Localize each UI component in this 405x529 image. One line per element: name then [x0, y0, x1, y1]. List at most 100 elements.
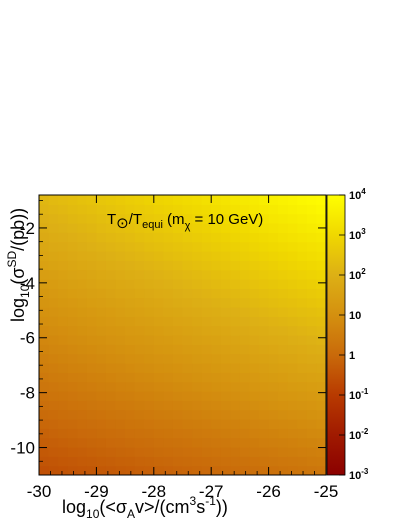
heatmap-cell: [259, 232, 270, 243]
heatmap-cell: [144, 409, 155, 420]
heatmap-cell: [105, 251, 117, 261]
heatmap-cell: [39, 363, 50, 373]
y-axis-title: log10(σSD/(pb)): [5, 208, 32, 322]
heatmap-cell: [105, 344, 117, 355]
heatmap-cell: [134, 223, 145, 233]
heatmap-cell: [259, 400, 270, 411]
heatmap-cell: [192, 391, 203, 401]
heatmap-cell: [182, 195, 193, 205]
heatmap-cell: [230, 316, 241, 327]
heatmap-cell: [297, 269, 308, 280]
heatmap-cell: [77, 307, 88, 317]
heatmap-cell: [287, 223, 298, 233]
heatmap-cell: [39, 419, 50, 429]
heatmap-cell: [105, 335, 117, 345]
heatmap-cell: [77, 213, 88, 224]
heatmap-cell: [153, 335, 164, 345]
heatmap-cell: [192, 456, 203, 467]
heatmap-cell: [39, 428, 50, 439]
heatmap-cell: [105, 279, 117, 289]
heatmap-cell: [153, 307, 164, 317]
heatmap-cell: [259, 465, 270, 475]
heatmap-cell: [239, 251, 251, 261]
heatmap-cell: [144, 297, 155, 308]
heatmap-cell: [115, 419, 126, 429]
heatmap-cell: [58, 297, 69, 308]
heatmap-cell: [192, 213, 203, 224]
heatmap-cell: [77, 241, 88, 252]
heatmap-cell: [86, 297, 97, 308]
heatmap-cell: [211, 307, 222, 317]
heatmap-cell: [268, 465, 279, 475]
heatmap-cell: [105, 204, 117, 215]
heatmap-cell: [77, 251, 88, 261]
heatmap-cell: [96, 456, 107, 467]
heatmap-cell: [306, 288, 318, 299]
heatmap-cell: [58, 353, 69, 364]
heatmap-cell: [249, 447, 260, 457]
x-axis-title: log10(<σAv>/(cm3s-1)): [62, 494, 228, 521]
heatmap-cell: [182, 279, 193, 289]
heatmap-cell: [211, 195, 222, 205]
heatmap-cell: [316, 251, 326, 261]
heatmap-cell: [144, 260, 155, 271]
heatmap-cell: [105, 288, 117, 299]
heatmap-cell: [268, 297, 279, 308]
heatmap-cell: [153, 363, 164, 373]
heatmap-cell: [86, 400, 97, 411]
heatmap-cell: [153, 223, 164, 233]
heatmap-cell: [134, 428, 145, 439]
heatmap-cell: [125, 344, 136, 355]
heatmap-cell: [48, 335, 59, 345]
heatmap-cell: [125, 400, 136, 411]
heatmap-cell: [172, 372, 184, 383]
heatmap-cell: [182, 447, 193, 457]
heatmap-cell: [306, 260, 318, 271]
heatmap-cell: [306, 381, 318, 392]
heatmap-cell: [239, 372, 251, 383]
heatmap-cell: [297, 428, 308, 439]
heatmap-cell: [58, 241, 69, 252]
heatmap-cell: [134, 456, 145, 467]
heatmap-cell: [297, 195, 308, 205]
heatmap-cell: [172, 213, 184, 224]
heatmap-cell: [86, 279, 97, 289]
heatmap-cell: [144, 251, 155, 261]
heatmap-cell: [192, 353, 203, 364]
heatmap-cell: [67, 447, 78, 457]
heatmap-cell: [39, 307, 50, 317]
heatmap-cell: [259, 353, 270, 364]
x-tick-label: -27: [199, 482, 224, 501]
heatmap-cell: [144, 344, 155, 355]
heatmap-cell: [134, 213, 145, 224]
heatmap-cell: [220, 372, 231, 383]
heatmap-cell: [278, 391, 289, 401]
heatmap-cell: [220, 307, 231, 317]
heatmap-cell: [211, 297, 222, 308]
heatmap-cell: [163, 344, 174, 355]
heatmap-cell: [316, 391, 326, 401]
heatmap-cell: [153, 419, 164, 429]
heatmap-cell: [249, 381, 260, 392]
heatmap-cell: [105, 195, 117, 205]
heatmap-cell: [220, 195, 231, 205]
heatmap-cell: [182, 344, 193, 355]
heatmap-cell: [125, 269, 136, 280]
heatmap-cell: [67, 307, 78, 317]
heatmap-cell: [239, 447, 251, 457]
heatmap-cell: [220, 269, 231, 280]
heatmap-cell: [249, 288, 260, 299]
heatmap-cell: [316, 195, 326, 205]
heatmap-cell: [230, 325, 241, 336]
heatmap-cell: [67, 437, 78, 448]
y-axis: -10 -8 -6 -4 -2: [10, 200, 326, 476]
heatmap-cell: [230, 419, 241, 429]
heatmap-cell: [306, 279, 318, 289]
heatmap-cell: [211, 344, 222, 355]
heatmap-cell: [306, 372, 318, 383]
heatmap-cell: [287, 465, 298, 475]
heatmap-cell: [67, 465, 78, 475]
heatmap-cell: [86, 204, 97, 215]
heatmap-cell: [153, 372, 164, 383]
heatmap-cell: [268, 260, 279, 271]
